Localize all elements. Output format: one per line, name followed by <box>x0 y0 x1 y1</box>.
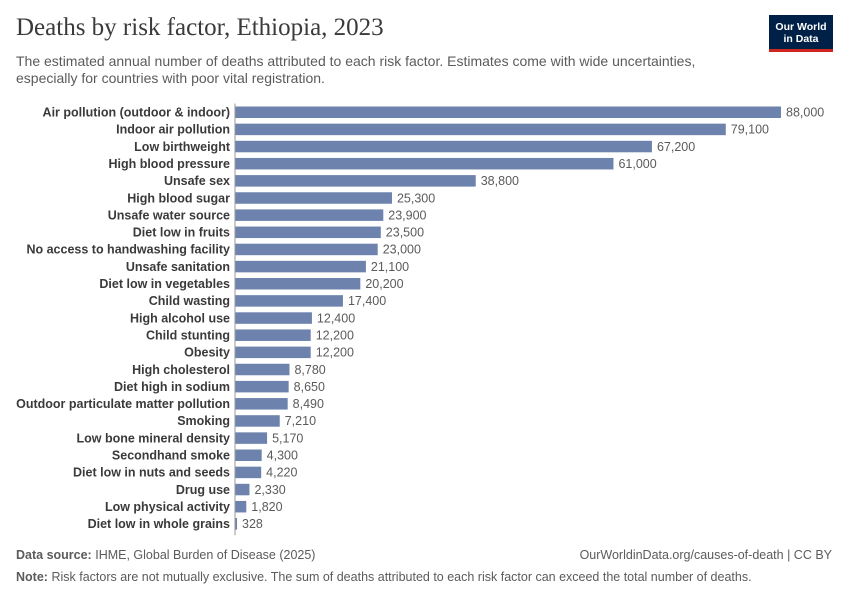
category-label: High cholesterol <box>132 363 230 377</box>
category-label: Indoor air pollution <box>116 123 230 137</box>
category-label: Low birthweight <box>134 140 231 154</box>
bar[interactable] <box>235 312 312 324</box>
footnote: Note: Risk factors are not mutually excl… <box>16 570 752 584</box>
owid-logo[interactable]: Our World in Data <box>769 15 833 52</box>
bar[interactable] <box>235 295 343 307</box>
value-label: 23,000 <box>383 243 421 257</box>
logo-line-2: in Data <box>783 33 819 45</box>
category-label: Unsafe sex <box>164 174 230 188</box>
value-label: 23,900 <box>388 208 426 222</box>
bar[interactable] <box>235 106 781 119</box>
value-label: 12,400 <box>317 311 355 325</box>
bar[interactable] <box>235 346 311 359</box>
value-label: 21,100 <box>371 260 409 274</box>
category-label: Child wasting <box>149 294 230 308</box>
note-label: Note: <box>16 570 48 584</box>
category-label: Diet low in vegetables <box>99 277 230 291</box>
category-label: Air pollution (outdoor & indoor) <box>43 106 230 120</box>
category-label: Child stunting <box>146 328 230 342</box>
value-label: 20,200 <box>365 277 403 291</box>
bar[interactable] <box>235 466 262 479</box>
value-label: 8,490 <box>293 397 324 411</box>
bar[interactable] <box>235 329 311 341</box>
bar[interactable] <box>235 432 268 444</box>
category-label: No access to handwashing facility <box>26 243 230 257</box>
value-label: 5,170 <box>272 431 303 445</box>
value-label: 8,780 <box>294 363 325 377</box>
bar[interactable] <box>235 415 280 427</box>
bar[interactable] <box>235 398 288 410</box>
category-label: High alcohol use <box>130 311 230 325</box>
bar[interactable] <box>235 483 250 496</box>
value-label: 4,300 <box>267 449 298 463</box>
value-label: 17,400 <box>348 294 386 308</box>
bar[interactable] <box>235 500 247 513</box>
value-label: 61,000 <box>618 157 656 171</box>
bar[interactable] <box>235 243 378 256</box>
value-label: 23,500 <box>386 226 424 240</box>
value-label: 79,100 <box>731 123 769 137</box>
category-label: Secondhand smoke <box>112 449 230 463</box>
bar[interactable] <box>235 140 652 153</box>
category-label: Smoking <box>177 414 230 428</box>
bar[interactable] <box>235 209 384 221</box>
value-label: 12,200 <box>316 346 354 360</box>
source-link[interactable]: OurWorldinData.org/causes-of-death | CC … <box>579 548 832 562</box>
value-label: 4,220 <box>266 466 297 480</box>
bar[interactable] <box>235 380 289 393</box>
value-label: 1,820 <box>251 500 282 514</box>
data-source-text: IHME, Global Burden of Disease (2025) <box>95 548 316 562</box>
category-label: Diet high in sodium <box>114 380 230 394</box>
bar[interactable] <box>235 157 614 170</box>
logo-line-1: Our World <box>775 21 827 33</box>
bar[interactable] <box>235 449 262 462</box>
data-source: Data source: IHME, Global Burden of Dise… <box>16 548 315 562</box>
value-label: 12,200 <box>316 328 354 342</box>
bar[interactable] <box>235 260 366 273</box>
data-source-label: Data source: <box>16 548 92 562</box>
value-label: 328 <box>242 517 263 531</box>
value-label: 8,650 <box>294 380 325 394</box>
bar[interactable] <box>235 175 476 187</box>
category-label: Diet low in nuts and seeds <box>73 466 230 480</box>
category-label: Outdoor particulate matter pollution <box>16 397 230 411</box>
category-label: Low physical activity <box>105 500 230 514</box>
value-label: 7,210 <box>285 414 316 428</box>
value-label: 38,800 <box>481 174 519 188</box>
category-label: High blood pressure <box>108 157 230 171</box>
value-label: 2,330 <box>254 483 285 497</box>
bar[interactable] <box>235 192 392 204</box>
chart-subtitle: The estimated annual number of deaths at… <box>16 53 696 86</box>
bar[interactable] <box>235 123 726 136</box>
category-label: High blood sugar <box>127 191 230 205</box>
value-label: 88,000 <box>786 106 824 120</box>
chart-title: Deaths by risk factor, Ethiopia, 2023 <box>16 14 384 41</box>
value-label: 67,200 <box>657 140 695 154</box>
category-label: Drug use <box>176 483 230 497</box>
category-label: Unsafe water source <box>108 208 230 222</box>
category-label: Low bone mineral density <box>77 431 231 445</box>
bar[interactable] <box>235 363 290 376</box>
note-text: Risk factors are not mutually exclusive.… <box>51 570 752 584</box>
category-label: Diet low in fruits <box>133 226 230 240</box>
value-label: 25,300 <box>397 191 435 205</box>
category-label: Obesity <box>184 346 230 360</box>
bar[interactable] <box>235 226 381 239</box>
bar[interactable] <box>235 518 238 530</box>
bar[interactable] <box>235 278 361 290</box>
category-label: Unsafe sanitation <box>126 260 230 274</box>
category-label: Diet low in whole grains <box>88 517 230 531</box>
